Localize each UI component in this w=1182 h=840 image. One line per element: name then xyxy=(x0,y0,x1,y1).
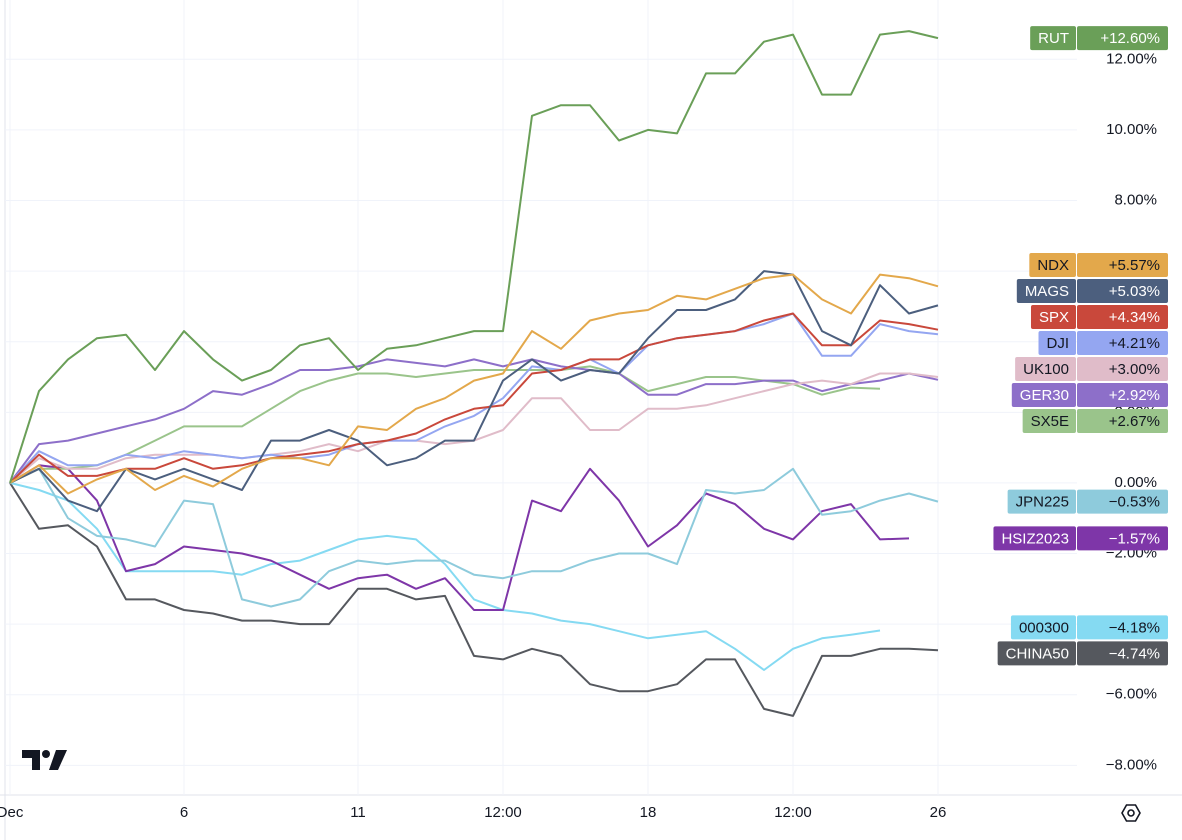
x-tick-label: 12:00 xyxy=(774,804,812,821)
badge-value: +2.92% xyxy=(1109,387,1160,404)
badges: RUT +12.60% NDX +5.57% MAGS +5.03% SPX +4.34% DJ… xyxy=(993,26,1168,666)
x-tick-label: Dec xyxy=(0,804,24,821)
badge-value-box xyxy=(1077,489,1168,514)
y-tick-label: −8.00% xyxy=(1106,756,1157,773)
legend-name: RUT xyxy=(1038,30,1069,47)
badge-value-box xyxy=(1077,641,1168,666)
legend-name: DJI xyxy=(1047,335,1070,352)
series-line xyxy=(9,312,939,484)
x-tick-label: 11 xyxy=(350,804,366,821)
badge-name-box xyxy=(1010,615,1076,640)
badge-value-box xyxy=(1077,409,1168,434)
badge-name-box xyxy=(1030,26,1076,51)
badge-value: −4.74% xyxy=(1109,645,1160,662)
series-badge: GER30 +2.92% xyxy=(1011,383,1168,408)
y-tick-label: 10.00% xyxy=(1106,121,1157,138)
series-line xyxy=(9,372,939,484)
series-line xyxy=(9,312,939,484)
y-tick-label: 12.00% xyxy=(1106,50,1157,67)
badge-value-box xyxy=(1077,26,1168,51)
y-tick-label: 8.00% xyxy=(1114,191,1157,208)
series-line xyxy=(9,467,939,608)
x-tick-label: 12:00 xyxy=(484,804,522,821)
y-tick-label: −6.00% xyxy=(1106,686,1157,703)
series-line xyxy=(9,482,939,717)
series-badge: CHINA50 −4.74% xyxy=(997,641,1168,666)
legend-name: SX5E xyxy=(1031,413,1069,430)
badge-name-box xyxy=(1015,357,1076,382)
series-badge: 000300 −4.18% xyxy=(1010,615,1168,640)
badge-value: +12.60% xyxy=(1100,30,1160,47)
badge-value: −0.53% xyxy=(1109,494,1160,511)
badge-value: +2.67% xyxy=(1109,413,1160,430)
legend-name: GER30 xyxy=(1020,387,1069,404)
badge-value-box xyxy=(1077,615,1168,640)
series-line xyxy=(9,481,881,671)
series-line xyxy=(9,270,939,513)
badge-name-box xyxy=(1016,279,1076,304)
badge-value-box xyxy=(1077,305,1168,330)
badge-value-box xyxy=(1077,357,1168,382)
time-axis: Dec 6 11 12:00 18 12:00 26 xyxy=(0,804,946,821)
badge-value: −1.57% xyxy=(1109,530,1160,547)
legend-name: 000300 xyxy=(1019,619,1069,636)
badge-value: −4.18% xyxy=(1109,619,1160,636)
badge-value-box xyxy=(1077,279,1168,304)
badge-value-box xyxy=(1077,526,1168,551)
series-badge: MAGS +5.03% xyxy=(1016,279,1168,304)
badge-name-box xyxy=(1029,253,1076,278)
badge-name-box xyxy=(1007,489,1076,514)
series-line xyxy=(9,273,939,495)
tradingview-logo xyxy=(22,750,67,770)
x-tick-label: 18 xyxy=(640,804,657,821)
badge-value: +4.34% xyxy=(1109,309,1160,326)
series-line xyxy=(9,30,939,484)
series-badge: JPN225 −0.53% xyxy=(1007,489,1168,514)
legend-name: UK100 xyxy=(1023,361,1069,378)
series-badge: NDX +5.57% xyxy=(1029,253,1168,278)
plot xyxy=(9,30,939,717)
badge-name-box xyxy=(1038,331,1076,356)
series-badge: HSIZ2023 −1.57% xyxy=(993,526,1168,551)
legend-name: MAGS xyxy=(1025,283,1069,300)
badge-name-box xyxy=(1011,383,1076,408)
legend-name: HSIZ2023 xyxy=(1001,530,1069,547)
badge-value: +4.21% xyxy=(1109,335,1160,352)
settings-button[interactable] xyxy=(1121,804,1141,822)
series-badge: UK100 +3.00% xyxy=(1015,357,1168,382)
series-badge: DJI +4.21% xyxy=(1038,331,1168,356)
badge-name-box xyxy=(993,526,1076,551)
badge-value: +5.03% xyxy=(1109,283,1160,300)
legend-name: CHINA50 xyxy=(1006,645,1069,662)
badge-value: +5.57% xyxy=(1109,257,1160,274)
series-line xyxy=(9,365,881,484)
y-tick-label: 0.00% xyxy=(1114,474,1157,491)
badge-name-box xyxy=(1030,305,1076,330)
legend-name: SPX xyxy=(1039,309,1069,326)
series-badge: SX5E +2.67% xyxy=(1022,409,1168,434)
series-line xyxy=(9,464,910,611)
series-badge: RUT +12.60% xyxy=(1030,26,1168,51)
x-tick-label: 6 xyxy=(180,804,188,821)
grid xyxy=(5,0,1077,795)
badge-value-box xyxy=(1077,383,1168,408)
legend-name: NDX xyxy=(1037,257,1069,274)
badge-name-box xyxy=(1022,409,1076,434)
series-badge: SPX +4.34% xyxy=(1030,305,1168,330)
badge-value-box xyxy=(1077,331,1168,356)
series-line xyxy=(9,358,939,484)
badge-name-box xyxy=(997,641,1076,666)
x-tick-label: 26 xyxy=(930,804,947,821)
legend-name: JPN225 xyxy=(1016,494,1069,511)
badge-value-box xyxy=(1077,253,1168,278)
badge-value: +3.00% xyxy=(1109,361,1160,378)
